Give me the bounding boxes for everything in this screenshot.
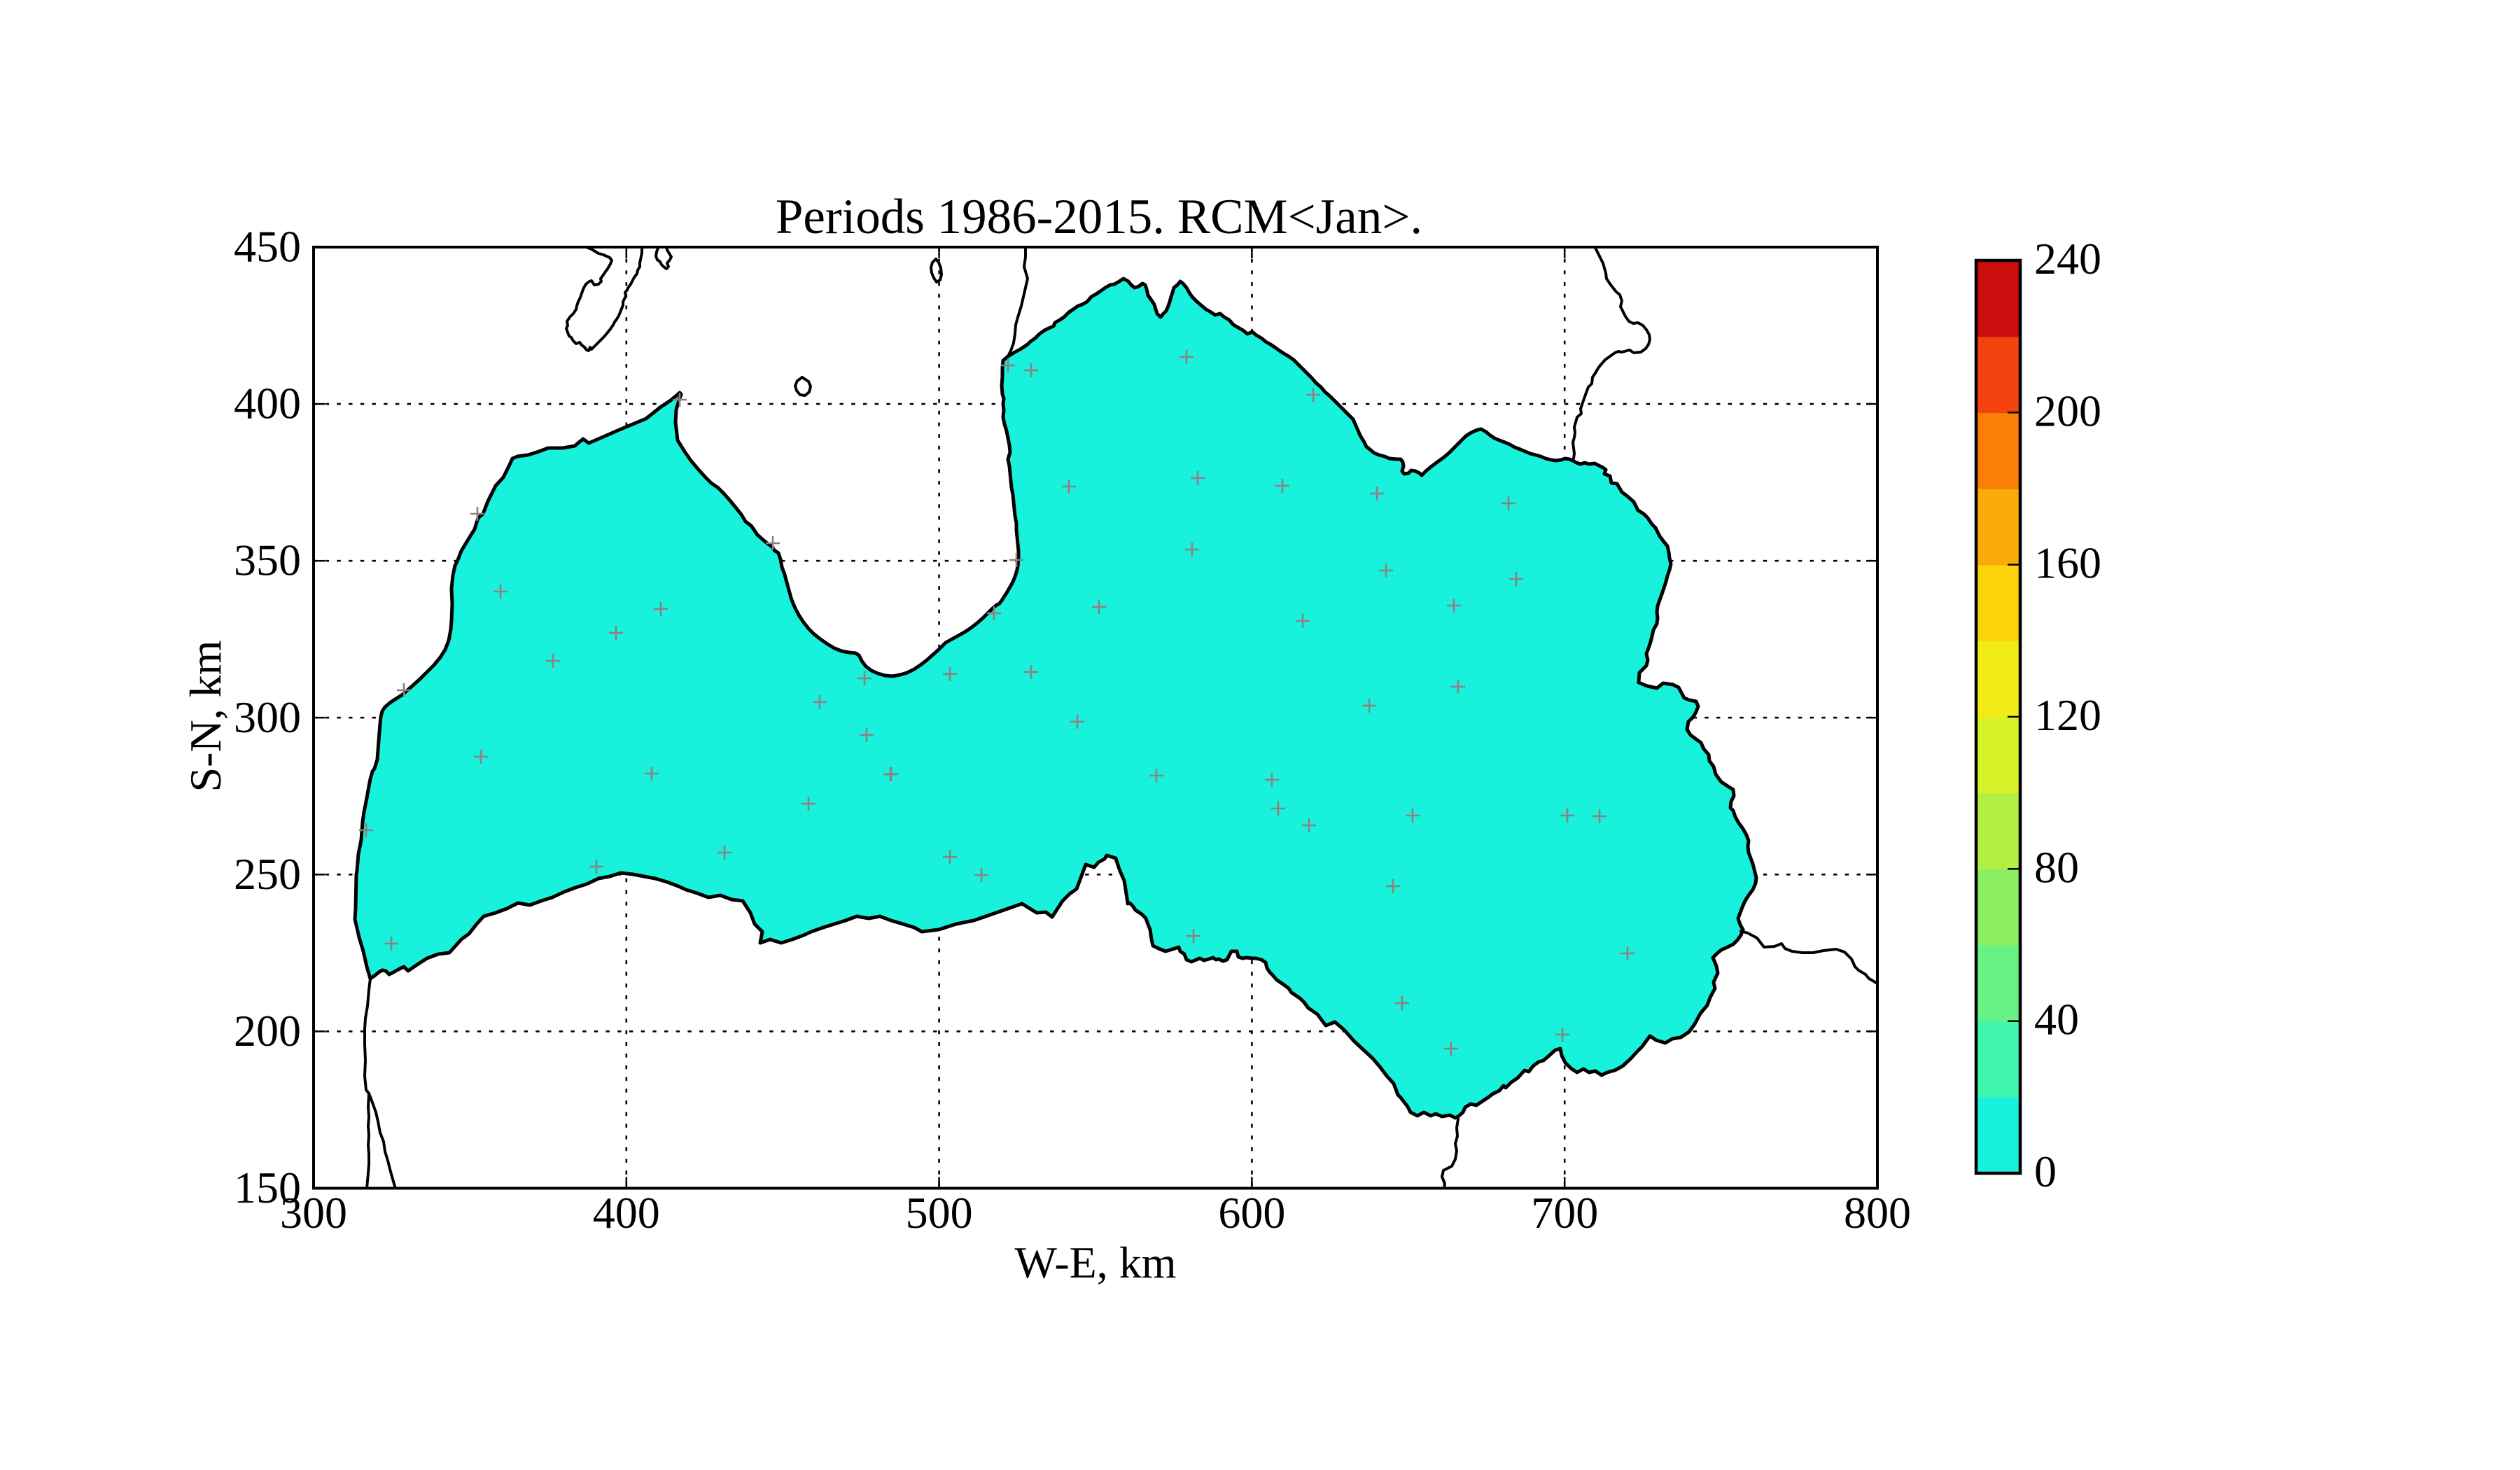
svg-text:Periods 1986-2015. RCM<Jan>.: Periods 1986-2015. RCM<Jan>. — [776, 190, 1422, 244]
svg-text:300: 300 — [280, 1188, 347, 1238]
svg-text:250: 250 — [234, 849, 301, 899]
svg-text:400: 400 — [593, 1188, 660, 1238]
svg-text:40: 40 — [2034, 995, 2079, 1044]
svg-text:160: 160 — [2034, 538, 2101, 588]
svg-text:W-E, km: W-E, km — [1014, 1238, 1176, 1287]
svg-text:300: 300 — [234, 692, 301, 742]
svg-text:240: 240 — [2034, 234, 2101, 284]
svg-text:600: 600 — [1218, 1188, 1285, 1238]
svg-text:80: 80 — [2034, 842, 2079, 892]
svg-text:S-N, km: S-N, km — [181, 640, 230, 792]
svg-text:400: 400 — [234, 379, 301, 428]
svg-text:500: 500 — [906, 1188, 973, 1238]
svg-text:200: 200 — [234, 1006, 301, 1056]
svg-text:0: 0 — [2034, 1147, 2057, 1196]
svg-text:700: 700 — [1531, 1188, 1598, 1238]
svg-text:800: 800 — [1844, 1188, 1911, 1238]
svg-text:200: 200 — [2034, 386, 2101, 435]
svg-text:350: 350 — [234, 536, 301, 585]
svg-text:150: 150 — [234, 1163, 301, 1212]
svg-text:120: 120 — [2034, 690, 2101, 740]
svg-text:450: 450 — [234, 222, 301, 272]
